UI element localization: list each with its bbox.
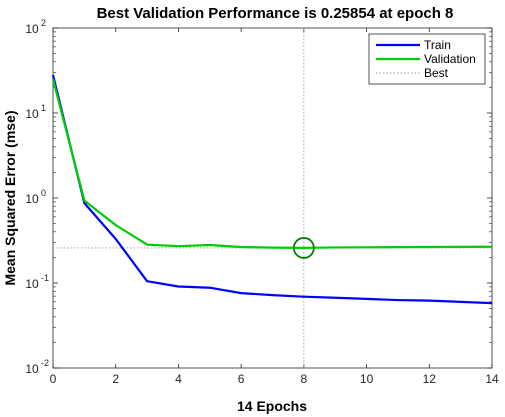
y-tick-exponent: 2	[41, 18, 46, 28]
y-tick-base: 10	[25, 192, 39, 206]
legend-validation-label: Validation	[424, 52, 476, 66]
series-lines	[51, 74, 493, 305]
y-tick-base: 10	[25, 362, 39, 376]
x-tick-label: 8	[301, 372, 308, 386]
y-tick-base: 10	[25, 107, 39, 121]
best-marker	[53, 28, 492, 368]
y-tick-label: 10 1	[25, 103, 46, 121]
y-tick-label: 10 2	[25, 18, 46, 36]
y-tick-exponent: 0	[41, 188, 46, 198]
x-tick-label: 0	[50, 372, 57, 386]
x-tick-label: 14	[485, 372, 499, 386]
x-tick-label: 6	[238, 372, 245, 386]
x-tick-label: 12	[423, 372, 437, 386]
y-axis-label: Mean Squared Error (mse)	[2, 110, 18, 285]
legend-train-label: Train	[424, 38, 451, 52]
chart-title: Best Validation Performance is 0.25854 a…	[97, 5, 454, 22]
x-axis-label: 14 Epochs	[237, 398, 307, 414]
y-tick-exponent: 1	[41, 103, 46, 113]
legend-best-label: Best	[424, 66, 449, 80]
best-point-circle	[292, 237, 315, 259]
y-tick-exponent: -2	[41, 358, 49, 368]
plot-area	[52, 27, 493, 369]
y-tick-exponent: -1	[41, 273, 49, 283]
x-tick-label: 10	[360, 372, 374, 386]
x-tick-label: 4	[175, 372, 182, 386]
series-train-line	[51, 74, 493, 305]
y-tick-base: 10	[25, 277, 39, 291]
y-tick-label: 10 -1	[25, 273, 49, 291]
y-tick-label: 10 -2	[25, 358, 49, 376]
y-tick-base: 10	[25, 22, 39, 36]
series-validation-line	[51, 78, 493, 249]
x-tick-label: 2	[112, 372, 119, 386]
y-tick-label: 10 0	[25, 188, 46, 206]
